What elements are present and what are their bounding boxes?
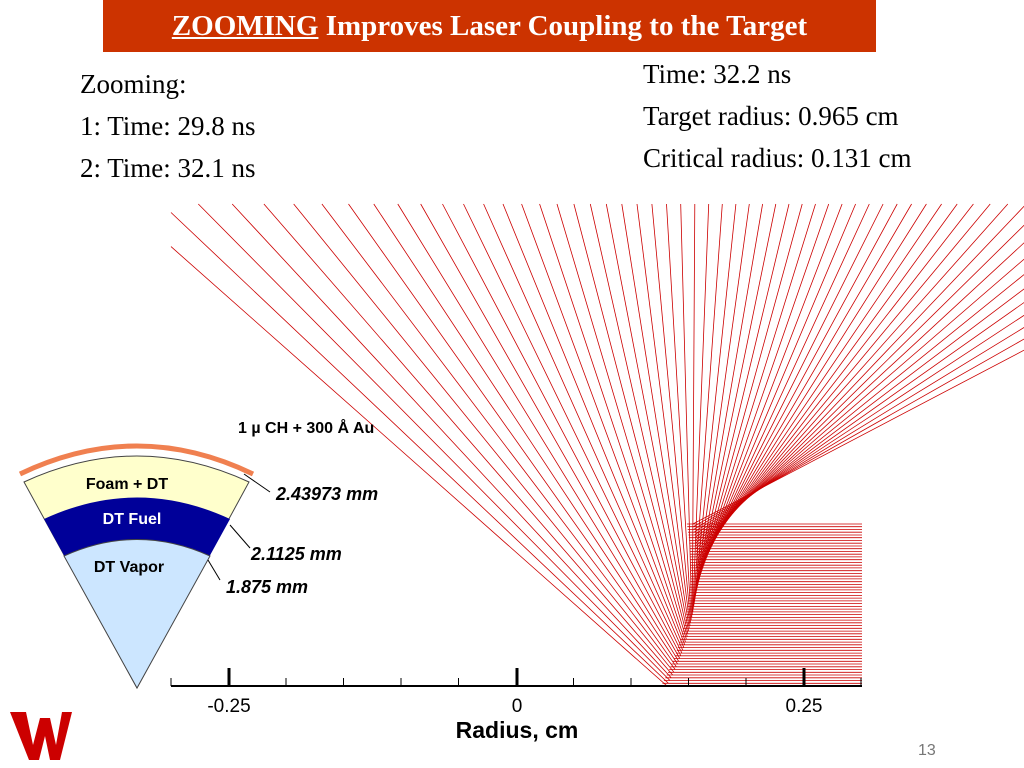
laser-ray: [198, 203, 862, 681]
time-text: Time: 32.2 ns: [643, 59, 792, 89]
radius-axis: -0.25 0 0.25 Radius, cm: [170, 668, 862, 743]
laser-ray: [263, 203, 862, 676]
laser-ray: [690, 205, 1024, 552]
target-wedge: Foam + DT DT Fuel DT Vapor: [18, 443, 255, 690]
laser-ray: [442, 203, 862, 657]
tick-label-neg: -0.25: [207, 696, 250, 717]
zooming-line-1: 1: Time: 29.8 ns: [80, 111, 256, 141]
critical-radius-text: Critical radius: 0.131 cm: [643, 143, 912, 173]
laser-rays: [170, 203, 1024, 687]
leader-line-fuel: [229, 524, 251, 549]
radius-label-outer: 2.43973 mm: [275, 484, 378, 504]
laser-ray: [687, 327, 1024, 530]
laser-ray: [690, 203, 1009, 555]
slide-title: ZOOMING Improves Laser Coupling to the T…: [103, 0, 876, 52]
laser-ray: [688, 288, 1024, 539]
laser-ray: [231, 203, 862, 679]
laser-ray: [321, 203, 862, 670]
dt-vapor-layer: [63, 539, 211, 690]
target-radius-text: Target radius: 0.965 cm: [643, 101, 899, 131]
title-rest: Improves Laser Coupling to the Target: [325, 10, 808, 42]
laser-ray: [573, 203, 862, 638]
page-number: 13: [918, 742, 936, 759]
radius-label-vapor: 1.875 mm: [226, 577, 308, 597]
laser-ray: [373, 203, 862, 665]
target-info: Time: 32.2 ns Target radius: 0.965 cm Cr…: [643, 53, 911, 179]
zooming-line-2: 2: Time: 32.1 ns: [80, 153, 256, 183]
laser-ray: [170, 212, 862, 684]
ch-au-coating: [18, 443, 255, 477]
coating-label: 1 µ CH + 300 Å Au: [238, 418, 374, 437]
laser-ray: [688, 302, 1024, 536]
tick-label-pos: 0.25: [786, 696, 823, 717]
laser-ray: [686, 203, 862, 613]
dt-vapor-label: DT Vapor: [94, 559, 164, 576]
laser-ray: [521, 203, 862, 646]
laser-ray: [680, 203, 862, 618]
laser-ray: [690, 203, 991, 558]
laser-ray: [348, 203, 862, 668]
laser-ray: [688, 314, 1024, 533]
axis-label: Radius, cm: [456, 717, 579, 743]
laser-ray: [666, 203, 862, 621]
laser-ray: [420, 203, 862, 659]
laser-ray: [589, 203, 862, 635]
laser-ray: [690, 203, 958, 563]
laser-ray: [556, 203, 862, 640]
zooming-info: Zooming: 1: Time: 29.8 ns 2: Time: 32.1 …: [80, 63, 256, 189]
radius-label-fuel: 2.1125 mm: [250, 544, 342, 564]
wisconsin-w-logo: [10, 712, 72, 760]
zooming-heading: Zooming:: [80, 69, 187, 99]
leader-line-outer: [243, 473, 271, 493]
laser-ray: [293, 203, 862, 673]
dt-fuel-label: DT Fuel: [103, 511, 162, 528]
laser-ray: [687, 338, 1024, 528]
tick-label-zero: 0: [512, 696, 523, 717]
leader-line-vapor: [207, 559, 221, 581]
laser-ray: [539, 203, 862, 643]
title-highlight: ZOOMING: [171, 10, 319, 42]
foam-dt-label: Foam + DT: [86, 476, 168, 493]
laser-ray: [689, 224, 1024, 550]
